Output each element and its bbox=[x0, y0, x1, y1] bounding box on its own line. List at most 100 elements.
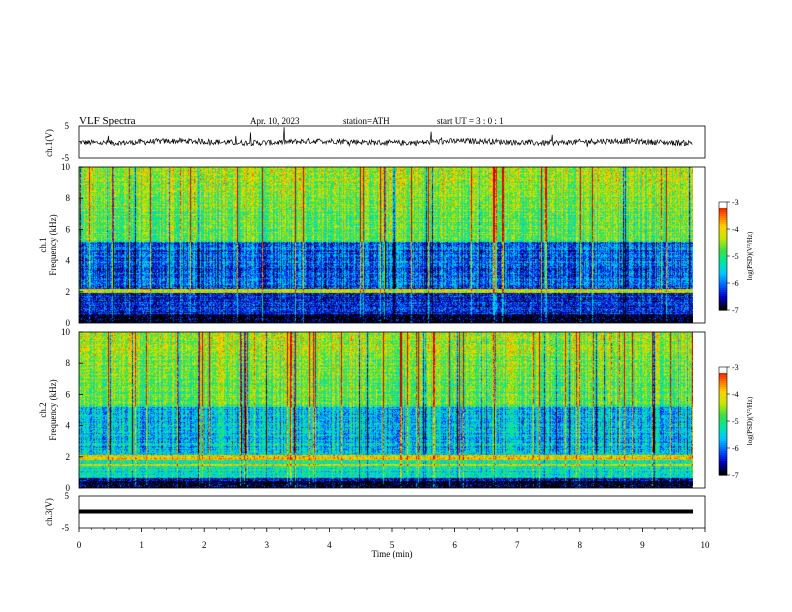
colorbar-segment bbox=[719, 445, 727, 448]
ch2-spectrogram-ylabel-channel: ch.2 bbox=[38, 402, 48, 417]
ch1-spectrogram-yticks: 0 2 4 6 8 10 bbox=[61, 162, 83, 328]
colorbar-segment bbox=[719, 210, 727, 213]
colorbar-segment bbox=[719, 393, 727, 396]
colorbar-label: log(PSD)(V²/Hz) bbox=[746, 231, 754, 280]
y-tick-label: 6 bbox=[66, 224, 71, 234]
colorbar-segment bbox=[719, 407, 727, 410]
colorbar-segment bbox=[719, 212, 727, 215]
ch1-ytick-bottom: -5 bbox=[62, 153, 70, 163]
colorbar-segment bbox=[719, 461, 727, 464]
ch2-spectrogram-panel: 0 2 4 6 8 10 ch.2 Frequency (kHz) -3 -4 -5 -6 -7 l… bbox=[38, 327, 754, 493]
x-tick-label: 1 bbox=[139, 540, 144, 550]
colorbar-segment bbox=[719, 449, 727, 452]
colorbar-segment bbox=[719, 224, 727, 227]
colorbar-segment bbox=[719, 202, 727, 205]
x-tick-label: 6 bbox=[452, 540, 457, 550]
colorbar-segment bbox=[719, 280, 727, 283]
colorbar-segment bbox=[719, 266, 727, 269]
colorbar-segment bbox=[719, 290, 727, 293]
colorbar-segment bbox=[719, 206, 727, 209]
y-tick-label: 4 bbox=[66, 421, 71, 431]
time-axis-label: Time (min) bbox=[372, 549, 413, 559]
colorbar-segment bbox=[719, 294, 727, 297]
ch2-spectrogram-frame bbox=[78, 331, 706, 489]
colorbar-segment bbox=[719, 419, 727, 422]
start-time-label: start UT = 3 : 0 : 1 bbox=[437, 116, 504, 126]
colorbar-segment bbox=[719, 409, 727, 412]
colorbar-segment bbox=[719, 367, 727, 370]
colorbar-segment bbox=[719, 453, 727, 456]
colorbar-segment bbox=[719, 427, 727, 430]
colorbar-segment bbox=[719, 240, 727, 243]
colorbar-segment bbox=[719, 228, 727, 231]
ch2-spectrogram-ylabel-frequency: Frequency (kHz) bbox=[48, 379, 58, 440]
ch1-spectrogram-ylabel-frequency: Frequency (kHz) bbox=[48, 214, 58, 275]
colorbar-segment bbox=[719, 248, 727, 251]
y-tick-label: 0 bbox=[66, 483, 71, 493]
colorbar-segment bbox=[719, 465, 727, 468]
colorbar-segment bbox=[719, 433, 727, 436]
ch1-waveform-panel: ch.1(V) 5 -5 bbox=[44, 121, 706, 163]
colorbar-segment bbox=[719, 260, 727, 263]
ch3-waveform-panel: ch.3(V) 5 -5 bbox=[44, 491, 706, 533]
ch1-waveform-frame bbox=[78, 125, 706, 159]
colorbar-segment bbox=[719, 282, 727, 285]
colorbar-segment bbox=[719, 222, 727, 225]
ch1-ytick-top: 5 bbox=[65, 121, 70, 131]
colorbar-segment bbox=[719, 296, 727, 299]
ch3-waveform-ylabel: ch.3(V) bbox=[44, 498, 54, 526]
colorbar-segment bbox=[719, 254, 727, 257]
ch2-colorbar: -3 -4 -5 -6 -7 log(PSD)(V²/Hz) bbox=[718, 363, 754, 480]
colorbar-segment bbox=[719, 298, 727, 301]
colorbar-segment bbox=[719, 395, 727, 398]
y-tick-label: 2 bbox=[66, 287, 71, 297]
colorbar-segment bbox=[719, 276, 727, 279]
colorbar-segment bbox=[719, 234, 727, 237]
colorbar-segment bbox=[719, 387, 727, 390]
colorbar-segment bbox=[719, 421, 727, 424]
colorbar-segment bbox=[719, 455, 727, 458]
colorbar-segment bbox=[719, 439, 727, 442]
colorbar-tick-label: -5 bbox=[732, 252, 739, 261]
y-tick-label: 8 bbox=[66, 193, 71, 203]
y-tick-label: 10 bbox=[61, 162, 71, 172]
colorbar-segment bbox=[719, 415, 727, 418]
colorbar-segment bbox=[719, 371, 727, 374]
colorbar-segment bbox=[719, 385, 727, 388]
colorbar-segment bbox=[719, 292, 727, 295]
ch1-spectrogram-heatmap bbox=[79, 167, 693, 323]
colorbar-segment bbox=[719, 423, 727, 426]
x-tick-label: 0 bbox=[77, 540, 82, 550]
colorbar-segment bbox=[719, 244, 727, 247]
colorbar-segment bbox=[719, 473, 727, 476]
x-tick-label: 7 bbox=[515, 540, 520, 550]
colorbar-segment bbox=[719, 264, 727, 267]
colorbar-segment bbox=[719, 435, 727, 438]
colorbar-segment bbox=[719, 467, 727, 470]
colorbar-segment bbox=[719, 377, 727, 380]
ch1-spectrogram-panel: 0 2 4 6 8 10 ch.1 Frequency (kHz) -3 -4 -5 -6 -7 l… bbox=[38, 162, 754, 328]
colorbar-segment bbox=[719, 284, 727, 287]
colorbar-segment bbox=[719, 401, 727, 404]
colorbar-segment bbox=[719, 379, 727, 382]
y-tick-label: 8 bbox=[66, 358, 71, 368]
colorbar-segment bbox=[719, 405, 727, 408]
colorbar-segment bbox=[719, 204, 727, 207]
colorbar-tick-label: -6 bbox=[732, 279, 739, 288]
colorbar-tick-label: -5 bbox=[732, 417, 739, 426]
colorbar-segment bbox=[719, 383, 727, 386]
colorbar-segment bbox=[719, 451, 727, 454]
colorbar-segment bbox=[719, 304, 727, 307]
x-tick-label: 4 bbox=[327, 540, 332, 550]
colorbar-segment bbox=[719, 246, 727, 249]
station-label: station=ATH bbox=[343, 116, 390, 126]
colorbar-segment bbox=[719, 208, 727, 211]
colorbar-tick-label: -7 bbox=[732, 306, 739, 315]
colorbar-segment bbox=[719, 300, 727, 303]
colorbar-segment bbox=[719, 302, 727, 305]
figure-title: VLF Spectra bbox=[79, 115, 136, 127]
colorbar-segment bbox=[719, 250, 727, 253]
colorbar-segment bbox=[719, 399, 727, 402]
colorbar-tick-label: -3 bbox=[732, 198, 739, 207]
